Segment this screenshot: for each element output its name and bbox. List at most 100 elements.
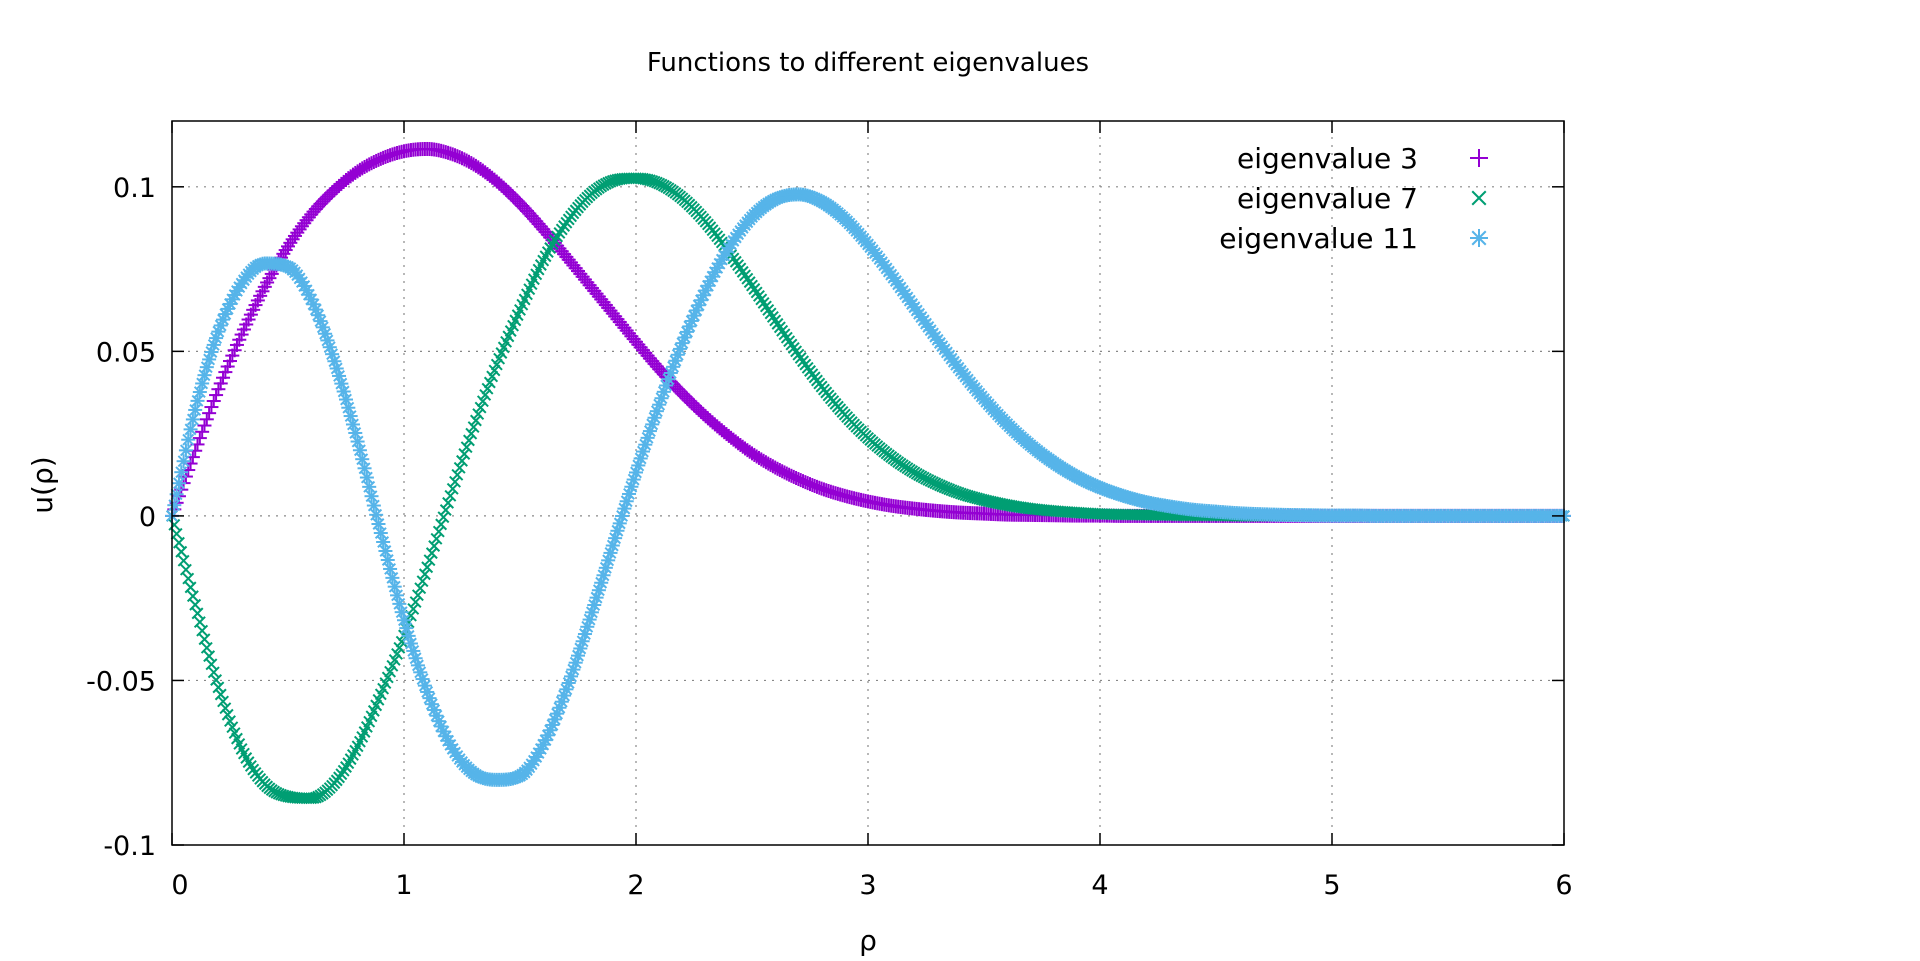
data-point [442,496,455,509]
data-point [640,430,655,445]
data-point [393,641,406,654]
data-point [179,563,192,576]
data-point [446,482,459,495]
data-point [219,702,232,715]
data-point [373,526,388,541]
data-point [456,454,468,467]
data-point [383,561,398,576]
data-point [472,408,485,420]
x-tick-label: 3 [859,870,876,901]
data-point [633,451,648,466]
x-tick-label: 5 [1323,870,1340,901]
data-point [212,681,225,694]
data-point [418,568,431,581]
data-point [453,461,466,474]
data-point [183,422,198,437]
data-point [449,475,461,488]
data-point [428,540,441,552]
data-point [178,443,193,458]
y-tick-label: -0.05 [86,666,156,697]
data-point [417,678,432,693]
data-point [175,545,188,558]
data-point [318,326,333,341]
axis-ticks: 0 1 2 3 4 5 6 -0.1 -0.05 0 0.05 0.1 [86,121,1573,901]
data-point [190,393,205,408]
data-point [189,598,202,611]
legend-marker [1470,229,1488,247]
y-axis-label: u(ρ) [26,456,59,513]
data-point [204,400,219,415]
data-point [430,532,443,545]
data-point [167,498,182,513]
legend-label: eigenvalue 11 [1219,222,1418,255]
x-tick-label: 4 [1091,870,1108,901]
data-point [390,588,405,603]
legend-label: eigenvalue 3 [1237,142,1418,175]
x-tick-label: 6 [1555,870,1572,901]
data-point [171,476,186,491]
data-point [387,579,402,594]
data-point [582,612,597,627]
data-point [200,641,213,654]
data-point [437,511,450,524]
data-point [469,414,482,427]
legend-label: eigenvalue 7 [1237,182,1418,215]
data-point [638,437,653,452]
data-point [439,504,452,516]
data-point [348,425,363,440]
data-point [184,581,197,594]
data-point [364,489,379,504]
data-point [467,421,480,434]
data-point [458,448,471,460]
data-point [343,409,358,424]
data-point [362,479,377,494]
data-point [195,424,210,439]
data-point [357,461,372,476]
y-tick-label: 0.05 [96,337,156,368]
data-point [629,465,643,480]
data-point [407,602,420,615]
data-point [191,607,204,620]
data-point [378,543,393,558]
data-point [198,633,211,646]
data-point [185,412,200,427]
data-point [203,650,216,663]
data-point [352,443,367,458]
data-point [415,672,430,687]
legend: eigenvalue 3 eigenvalue 7 eigenvalue 11 [1219,142,1488,255]
data-point [350,434,365,449]
data-point [281,239,295,254]
data-point [202,406,217,421]
data-point [411,589,424,602]
data-point [359,470,374,485]
data-point [217,695,229,708]
series-eigenvalue-7 [166,172,1570,805]
data-point [465,427,478,440]
data-point [474,401,487,414]
data-point [206,394,221,409]
y-tick-label: 0.1 [113,173,156,204]
data-point [668,353,683,368]
data-point [463,434,475,447]
data-point [408,651,423,666]
y-tick-label: 0 [139,502,156,533]
data-point [425,547,438,560]
y-tick-label: -0.1 [103,831,156,862]
data-point [345,417,360,432]
x-axis-label: ρ [859,924,877,957]
x-tick-label: 1 [395,870,412,901]
plot-series [165,141,1571,805]
data-point [197,418,212,433]
data-point [199,412,214,427]
data-point [216,312,231,327]
data-point [444,489,457,502]
data-point [207,666,220,679]
data-point [192,431,207,446]
data-point [224,715,236,728]
data-point [637,172,649,185]
x-tick-label: 0 [171,870,188,901]
data-point [213,376,228,391]
data-point [414,582,427,595]
data-point [181,432,196,447]
data-point [209,388,224,403]
